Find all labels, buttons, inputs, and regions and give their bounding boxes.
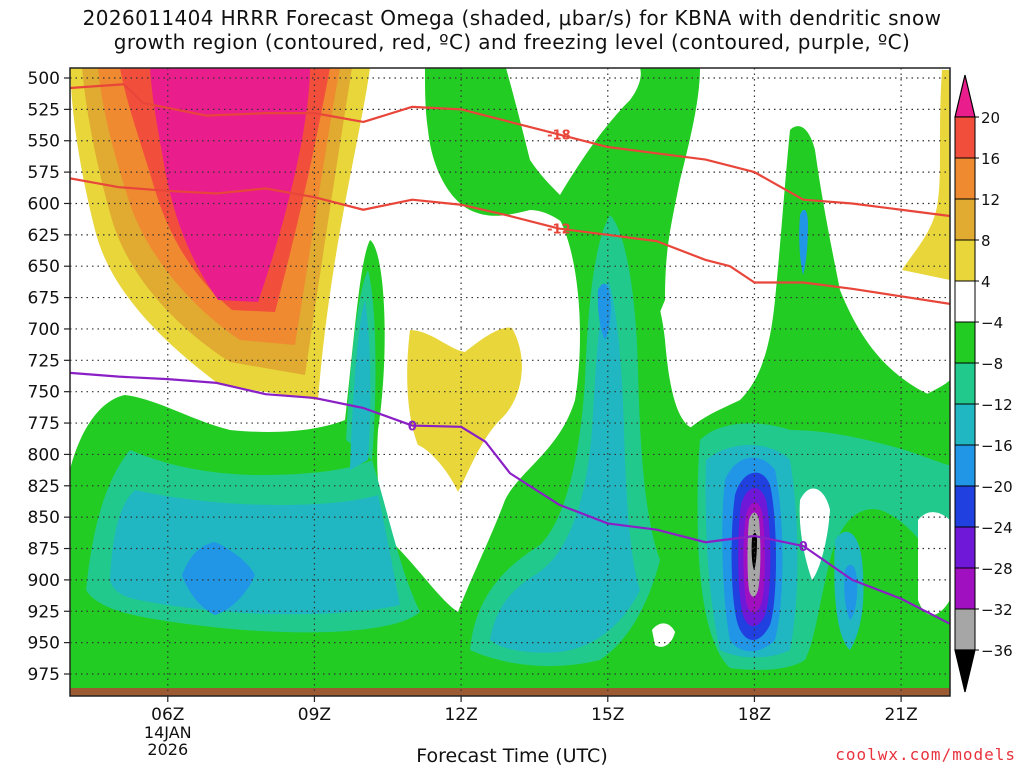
y-tick-label: 900 — [28, 571, 60, 591]
colorbar-label: 8 — [981, 232, 991, 250]
colorbar-label: −32 — [981, 601, 1013, 619]
colorbar-label: −28 — [981, 560, 1013, 578]
contour-freezing — [70, 371, 950, 625]
x-tick-sublabel: 14JAN — [144, 723, 192, 742]
colorbar-label: −4 — [981, 314, 1003, 332]
contour-label: -18 — [547, 128, 571, 143]
y-tick-label: 850 — [28, 508, 60, 528]
colorbar-band — [954, 485, 976, 528]
omega-fill-neg16-mid-top — [799, 209, 808, 275]
x-tick-sublabel: 2026 — [147, 740, 188, 759]
y-tick-label: 625 — [28, 226, 60, 246]
colorbar-top-arrow — [954, 74, 976, 118]
colorbar-label: −20 — [981, 478, 1013, 496]
y-tick-label: 650 — [28, 257, 60, 277]
colorbar-label: −24 — [981, 519, 1013, 537]
colorbar: 20 16 12 8 4 −4 −8 −12 −16 −20 −24 −28 −32 −36 — [954, 74, 1013, 693]
y-tick-label: 700 — [28, 320, 60, 340]
omega-fill-pos4-mid — [407, 327, 522, 492]
omega-shading — [70, 68, 950, 696]
y-tick-label: 725 — [28, 351, 60, 371]
colorbar-band — [954, 567, 976, 610]
omega-gap-white-3 — [918, 512, 950, 615]
y-tick-label: 675 — [28, 289, 60, 309]
chart-title: 2026011404 HRRR Forecast Omega (shaded, … — [0, 6, 1024, 54]
colorbar-band — [954, 280, 976, 323]
y-tick-label: 825 — [28, 477, 60, 497]
colorbar-label: −12 — [981, 396, 1013, 414]
omega-gap-white-1 — [652, 623, 675, 647]
y-tick-label: 950 — [28, 634, 60, 654]
chart-contours — [70, 83, 950, 625]
credit-text: coolwx.com/models — [835, 745, 1016, 764]
contour-dgz — [70, 83, 950, 218]
chart-grid — [70, 68, 950, 696]
colorbar-band — [954, 608, 976, 651]
y-tick-label: 775 — [28, 414, 60, 434]
contour-label: 0 — [799, 540, 808, 555]
colorbar-bottom-arrow — [954, 649, 976, 693]
y-axis: 500 525 550 575 600 625 650 675 700 725 750 775 800 8… — [28, 69, 70, 685]
chart-title-line1: 2026011404 HRRR Forecast Omega (shaded, … — [82, 6, 942, 30]
y-tick-label: 875 — [28, 540, 60, 560]
y-tick-label: 550 — [28, 132, 60, 152]
colorbar-band — [954, 403, 976, 446]
x-tick-label: 21Z — [884, 705, 917, 725]
colorbar-label: −16 — [981, 437, 1013, 455]
omega-fill-neg16-far-right — [844, 564, 858, 620]
colorbar-band — [954, 321, 976, 364]
colorbar-band — [954, 239, 976, 282]
chart-contour-labels: -18 -12 0 0 — [408, 128, 808, 555]
x-tick-label: 06Z — [151, 705, 184, 725]
colorbar-band — [954, 444, 976, 487]
colorbar-label: 20 — [981, 109, 1000, 127]
colorbar-band — [954, 198, 976, 241]
omega-fill-neg36 — [751, 532, 757, 570]
x-axis-label: Forecast Time (UTC) — [416, 745, 608, 767]
y-tick-label: 500 — [28, 69, 60, 89]
ground-surface — [70, 688, 950, 696]
colorbar-label: 4 — [981, 273, 991, 291]
x-tick-label: 15Z — [591, 705, 624, 725]
colorbar-label: 16 — [981, 150, 1000, 168]
contour-label: -12 — [547, 223, 571, 238]
omega-fill-neg16-left — [182, 542, 255, 615]
colorbar-band — [954, 116, 976, 159]
plot-frame — [69, 67, 951, 697]
colorbar-label: −36 — [981, 642, 1013, 660]
contour-dgz — [70, 177, 950, 305]
colorbar-label: 12 — [981, 191, 1000, 209]
y-tick-label: 525 — [28, 100, 60, 120]
omega-fill-pos4-right-top — [902, 70, 950, 280]
colorbar-band — [954, 526, 976, 569]
colorbar-label: −8 — [981, 355, 1003, 373]
x-tick-label: 12Z — [444, 705, 477, 725]
omega-gap-white-2 — [799, 488, 830, 580]
omega-fill-pos20-left — [150, 68, 310, 302]
y-tick-label: 750 — [28, 383, 60, 403]
y-tick-label: 600 — [28, 194, 60, 214]
omega-fill-neg12-left — [110, 490, 400, 615]
y-tick-label: 575 — [28, 163, 60, 183]
y-tick-label: 925 — [28, 602, 60, 622]
omega-fill-neg16-center — [597, 283, 611, 340]
colorbar-band — [954, 157, 976, 200]
x-tick-label: 18Z — [738, 705, 771, 725]
omega-fill-neg12-center — [490, 280, 640, 653]
colorbar-band — [954, 362, 976, 405]
y-tick-label: 800 — [28, 445, 60, 465]
omega-fill-neg12-vert — [350, 300, 371, 470]
chart-title-line2: growth region (contoured, red, ºC) and f… — [113, 30, 911, 54]
contour-label: 0 — [408, 420, 417, 435]
x-tick-label: 09Z — [298, 705, 331, 725]
y-tick-label: 975 — [28, 665, 60, 685]
